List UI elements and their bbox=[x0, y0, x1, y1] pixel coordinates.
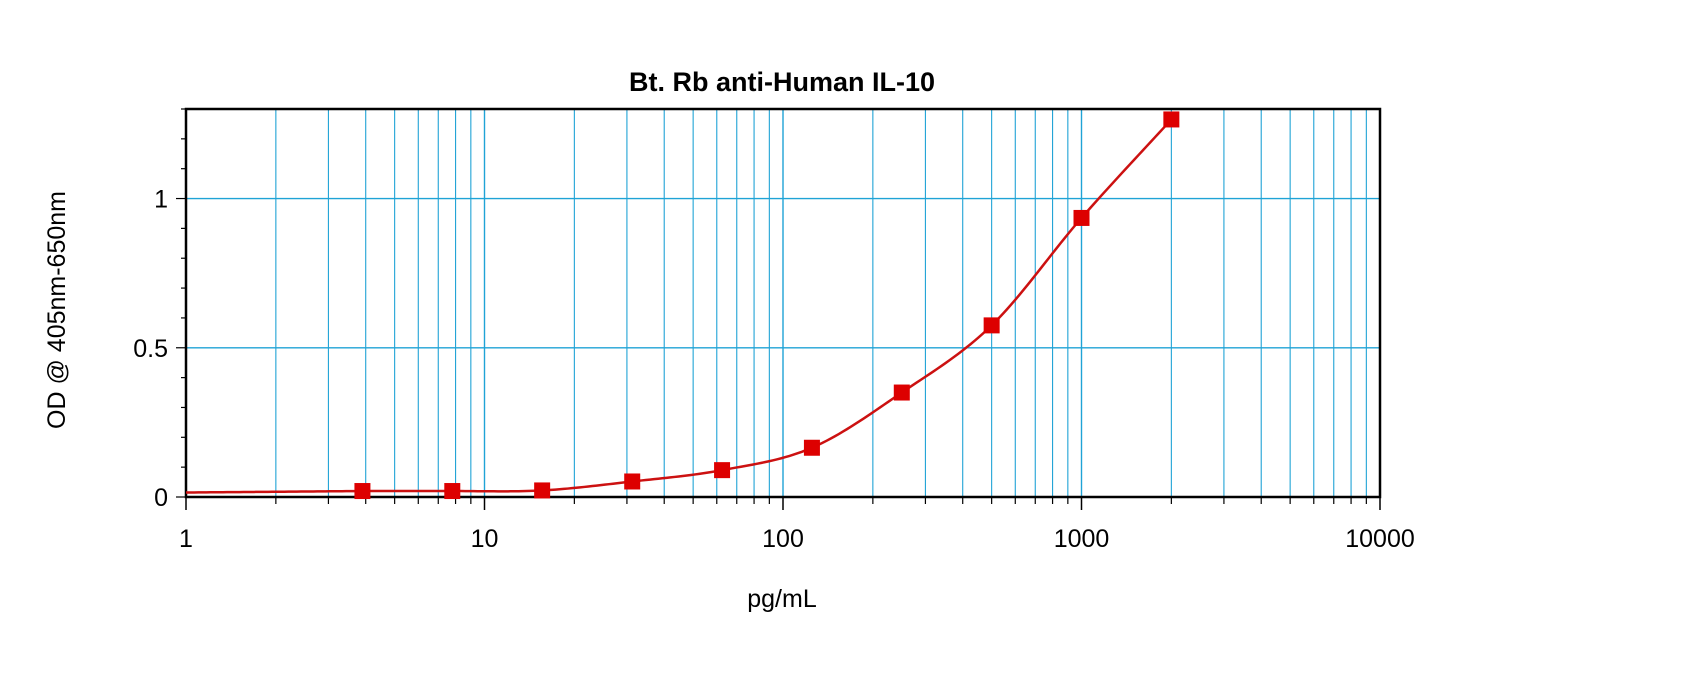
y-axis-label: OD @ 405nm-650nm bbox=[43, 191, 71, 429]
data-point bbox=[624, 473, 641, 490]
y-tick-label: 0 bbox=[154, 484, 168, 512]
x-tick-label: 10000 bbox=[1345, 525, 1415, 553]
data-point bbox=[1163, 111, 1180, 128]
data-point bbox=[534, 482, 551, 499]
chart-title: Bt. Rb anti-Human IL-10 bbox=[629, 67, 935, 97]
x-tick-label: 10 bbox=[471, 525, 499, 553]
axis-ticks bbox=[176, 108, 1381, 510]
data-point bbox=[983, 317, 1000, 334]
x-tick-label: 1 bbox=[179, 525, 193, 553]
data-point bbox=[444, 483, 461, 500]
data-points bbox=[354, 111, 1180, 500]
grid bbox=[186, 109, 1380, 497]
x-tick-label: 100 bbox=[762, 525, 804, 553]
y-tick-label: 0.5 bbox=[133, 335, 168, 363]
data-point bbox=[354, 483, 371, 500]
fit-curve bbox=[185, 118, 1173, 494]
data-point bbox=[893, 384, 910, 401]
data-point bbox=[1073, 209, 1090, 226]
data-point bbox=[803, 439, 820, 456]
x-tick-label: 1000 bbox=[1054, 525, 1110, 553]
tick-labels: 1 10 100 1000 10000 0 0.5 1 bbox=[133, 186, 1415, 553]
x-axis-label: pg/mL bbox=[747, 585, 817, 613]
y-tick-label: 1 bbox=[154, 186, 168, 214]
data-point bbox=[714, 462, 731, 479]
